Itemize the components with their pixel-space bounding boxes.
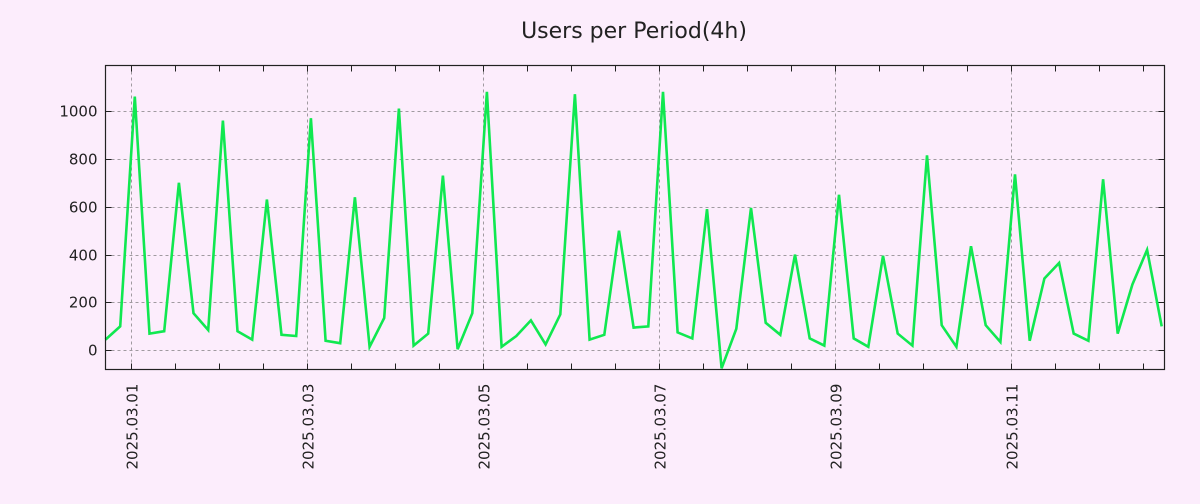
x-tick-label: 2025.03.03 — [300, 384, 318, 470]
series — [105, 92, 1161, 369]
x-tick-label: 2025.03.11 — [1004, 384, 1022, 470]
y-tick-label: 1000 — [59, 103, 97, 121]
series-line-users — [106, 92, 1162, 369]
y-tick-label: 600 — [69, 199, 98, 217]
x-tick-label: 2025.03.05 — [476, 384, 494, 470]
y-tick-label: 800 — [69, 151, 98, 169]
x-tick-label: 2025.03.07 — [652, 384, 670, 470]
y-tick-label: 400 — [69, 247, 98, 265]
axis-ticks: 0 200 400 600 800 1000 2025.03.01 2025.03.03 202… — [59, 66, 1164, 470]
x-tick-label: 2025.03.01 — [124, 384, 142, 470]
y-tick-label: 0 — [88, 342, 98, 360]
x-tick-label: 2025.03.09 — [828, 384, 846, 470]
chart-title: Users per Period(4h) — [521, 19, 747, 44]
y-tick-label: 200 — [69, 294, 98, 312]
